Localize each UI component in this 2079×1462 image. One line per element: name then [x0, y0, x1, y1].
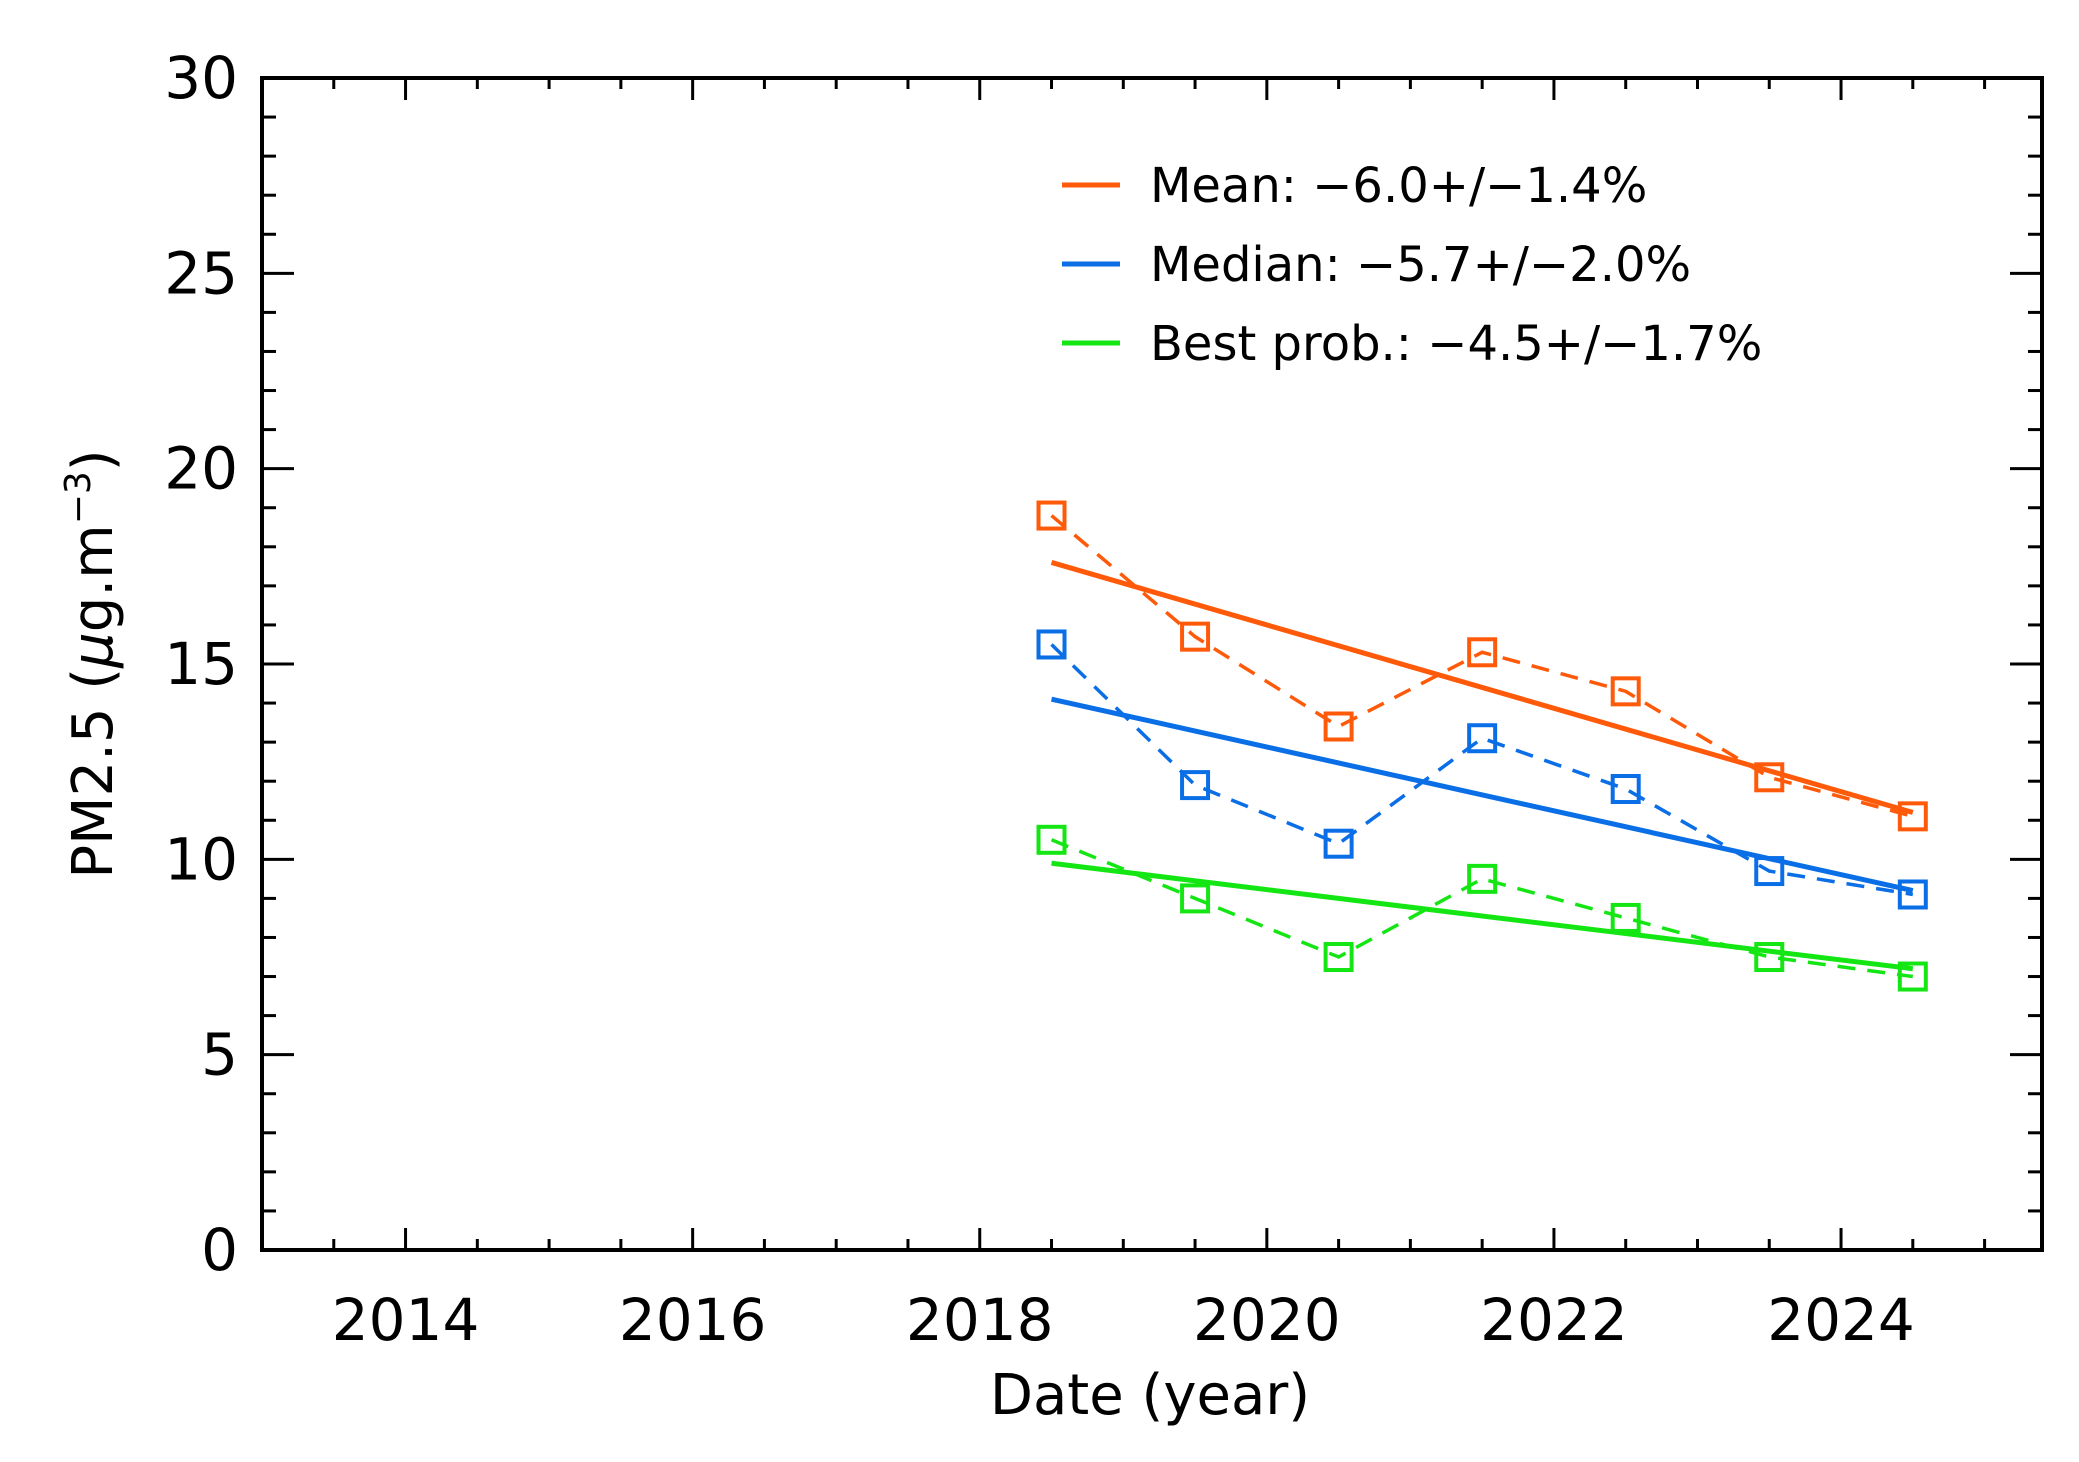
- y-axis-label-unit: g.m: [61, 524, 126, 632]
- x-axis-label: Date (year): [990, 1363, 1310, 1428]
- mean-point: [1323, 711, 1354, 742]
- x-tick-label: 2018: [906, 1286, 1054, 1354]
- y-tick-label: 5: [201, 1021, 238, 1089]
- mean-point: [1036, 500, 1067, 531]
- y-axis-label-mu: μ: [61, 632, 126, 669]
- x-tick-label: 2022: [1480, 1286, 1628, 1354]
- mean-dashed-line: [1050, 514, 1914, 819]
- x-tick-label: 2024: [1767, 1286, 1915, 1354]
- best-prob-point: [1610, 902, 1641, 933]
- best-prob-dashed-line: [1050, 838, 1914, 979]
- mean-point: [1180, 621, 1211, 652]
- x-tick-label: 2014: [332, 1286, 480, 1354]
- y-tick-label: 20: [164, 435, 238, 503]
- best-prob-point: [1323, 942, 1354, 972]
- x-tick-label: 2016: [619, 1286, 767, 1354]
- y-tick-label: 15: [164, 630, 238, 698]
- best-prob-point: [1036, 824, 1067, 855]
- mean-point: [1897, 801, 1928, 832]
- plot-frame: [260, 76, 2044, 1252]
- median-dashed-line: [1050, 643, 1914, 897]
- legend-label-mean: Mean: −6.0+/−1.4%: [1150, 158, 1647, 214]
- y-tick-label: 0: [201, 1216, 238, 1284]
- best-prob-point: [1897, 961, 1928, 992]
- legend: Mean: −6.0+/−1.4% Median: −5.7+/−2.0% Best…: [1062, 158, 1762, 372]
- y-axis-label-main: PM2.5 (: [61, 668, 126, 879]
- median-point: [1036, 629, 1067, 660]
- median-point: [1323, 828, 1354, 859]
- median-point: [1467, 723, 1498, 754]
- mean-point: [1467, 637, 1498, 668]
- mean-point: [1610, 676, 1641, 707]
- y-tick-label: 25: [164, 239, 238, 307]
- best-prob-point: [1754, 942, 1785, 972]
- median-point: [1754, 856, 1785, 887]
- best-prob-point: [1467, 863, 1498, 894]
- y-axis-label: PM2.5 (μg.m−3): [58, 449, 126, 878]
- series-layer: [1036, 500, 1928, 992]
- y-axis-label-close: ): [61, 449, 126, 471]
- x-tick-label: 2020: [1193, 1286, 1341, 1354]
- y-tick-labels: 0 5 10 15 20 25 30: [164, 44, 238, 1284]
- median-point: [1897, 879, 1928, 910]
- mean-trend-line: [1050, 560, 1914, 815]
- y-axis-label-text: PM2.5 (μg.m−3): [58, 449, 126, 878]
- best-prob-trend-line: [1051, 860, 1914, 972]
- median-point: [1180, 770, 1211, 801]
- mean-point: [1754, 762, 1785, 793]
- y-axis-label-exponent: −3: [58, 471, 99, 524]
- best-prob-point: [1180, 883, 1211, 914]
- y-tick-label: 30: [164, 44, 238, 112]
- legend-label-best-prob: Best prob.: −4.5+/−1.7%: [1150, 316, 1762, 372]
- legend-label-median: Median: −5.7+/−2.0%: [1150, 237, 1691, 293]
- axis-ticks: [260, 76, 2042, 1252]
- median-point: [1610, 774, 1641, 805]
- x-tick-labels: 2014 2016 2018 2020 2022 2024: [332, 1286, 1915, 1354]
- y-tick-label: 10: [164, 825, 238, 893]
